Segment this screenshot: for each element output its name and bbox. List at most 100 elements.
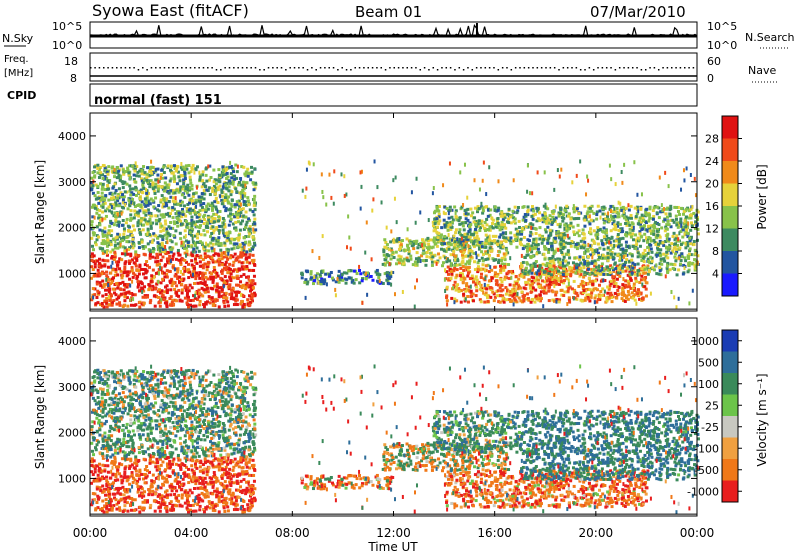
cpid-label: CPID (7, 89, 36, 102)
power-echo-cell (122, 227, 126, 231)
power-echo-cell (112, 214, 116, 218)
power-echo-cell (244, 223, 248, 227)
power-echo-cell (127, 173, 131, 177)
power-echo-cell (197, 249, 201, 253)
power-echo-cell (534, 259, 538, 263)
power-echo-cell (251, 247, 255, 251)
freq-dot (575, 67, 578, 69)
power-echo-cell (514, 227, 518, 231)
power-echo-cell (201, 263, 205, 267)
power-echo-cell (466, 260, 470, 264)
power-echo-cell (203, 290, 207, 294)
power-echo-cell (654, 220, 658, 224)
power-echo-cell (142, 252, 146, 256)
power-echo-cell (646, 245, 650, 249)
power-echo-cell (135, 258, 139, 262)
power-echo-cell (523, 293, 527, 297)
freq-left-tick-top: 18 (64, 55, 78, 68)
power-echo-cell (138, 300, 142, 304)
power-echo-cell (364, 276, 368, 280)
power-echo-cell (459, 300, 463, 304)
power-echo-cell (541, 213, 545, 217)
power-echo-cell (689, 216, 693, 220)
power-echo-cell (130, 303, 134, 307)
power-echo-cell (623, 254, 627, 258)
power-echo-cell (450, 272, 454, 276)
power-echo-cell (534, 295, 538, 299)
power-echo-cell (108, 292, 112, 296)
power-echo-cell (551, 259, 555, 263)
power-echo-cell (230, 292, 234, 296)
power-echo-cell (401, 259, 405, 263)
power-echo-cell (593, 296, 597, 300)
power-echo-cell (455, 263, 459, 267)
power-echo-cell (676, 221, 680, 225)
power-echo-cell (212, 265, 216, 269)
power-echo-cell (252, 188, 256, 192)
power-echo-cell (129, 217, 133, 221)
power-echo-cell (552, 238, 556, 242)
power-echo-cell (570, 287, 574, 291)
power-echo-cell (688, 239, 692, 243)
power-echo-cell (437, 215, 441, 219)
power-echo-cell (493, 274, 497, 278)
power-echo-cell (228, 165, 232, 169)
power-echo-cell (486, 263, 490, 267)
power-echo-cell (207, 216, 211, 220)
power-echo-cell (474, 275, 478, 279)
power-echo-cell (103, 300, 107, 304)
power-echo-cell (688, 236, 692, 240)
power-echo-cell (198, 200, 202, 204)
power-echo-cell (110, 303, 114, 307)
power-echo-cell (663, 259, 667, 263)
power-echo-cell (383, 263, 387, 267)
power-echo-cell (673, 263, 677, 267)
power-echo-cell (169, 238, 173, 242)
power-echo-cell (322, 282, 326, 286)
power-echo-cell (190, 259, 194, 263)
power-echo-cell (599, 272, 603, 276)
freq-dot (345, 69, 348, 71)
power-echo-cell (464, 262, 468, 266)
power-echo-cell (681, 241, 685, 245)
power-echo-cell (208, 296, 212, 300)
power-echo-cell (565, 263, 569, 267)
power-echo-cell (247, 217, 251, 221)
power-echo-cell (242, 302, 246, 306)
power-echo-cell (439, 233, 443, 237)
power-echo-cell (583, 218, 587, 222)
power-echo-cell (227, 267, 231, 271)
power-echo-cell (500, 211, 504, 215)
power-echo-cell (198, 219, 202, 223)
power-echo-cell (499, 233, 503, 237)
power-echo-cell (531, 246, 535, 250)
power-echo-cell (183, 174, 187, 178)
cpid-value: normal (fast) 151 (94, 93, 222, 108)
power-echo-cell (520, 274, 524, 278)
power-echo-cell (119, 191, 123, 195)
power-echo-cell (212, 180, 216, 184)
power-echo-cell (547, 247, 551, 251)
power-echo-cell (253, 294, 257, 298)
power-echo-cell (122, 180, 126, 184)
power-echo-cell (166, 288, 170, 292)
power-echo-cell (211, 225, 215, 229)
power-echo-cell (395, 262, 399, 266)
power-echo-cell (239, 280, 243, 284)
power-echo-cell (472, 251, 476, 255)
power-echo-cell (502, 300, 506, 304)
power-echo-cell (252, 182, 256, 186)
freq-dot (545, 67, 547, 69)
power-echo-cell (189, 170, 193, 174)
power-echo-cell (564, 275, 568, 279)
power-echo-cell (459, 207, 463, 211)
power-echo-cell (659, 210, 663, 214)
power-echo-cell (244, 226, 248, 230)
power-echo-cell (532, 237, 536, 241)
power-echo-cell (143, 172, 147, 176)
power-echo-cell (211, 208, 215, 212)
power-echo-cell (575, 247, 579, 251)
power-echo-cell (123, 246, 127, 250)
power-echo-cell (510, 299, 514, 303)
